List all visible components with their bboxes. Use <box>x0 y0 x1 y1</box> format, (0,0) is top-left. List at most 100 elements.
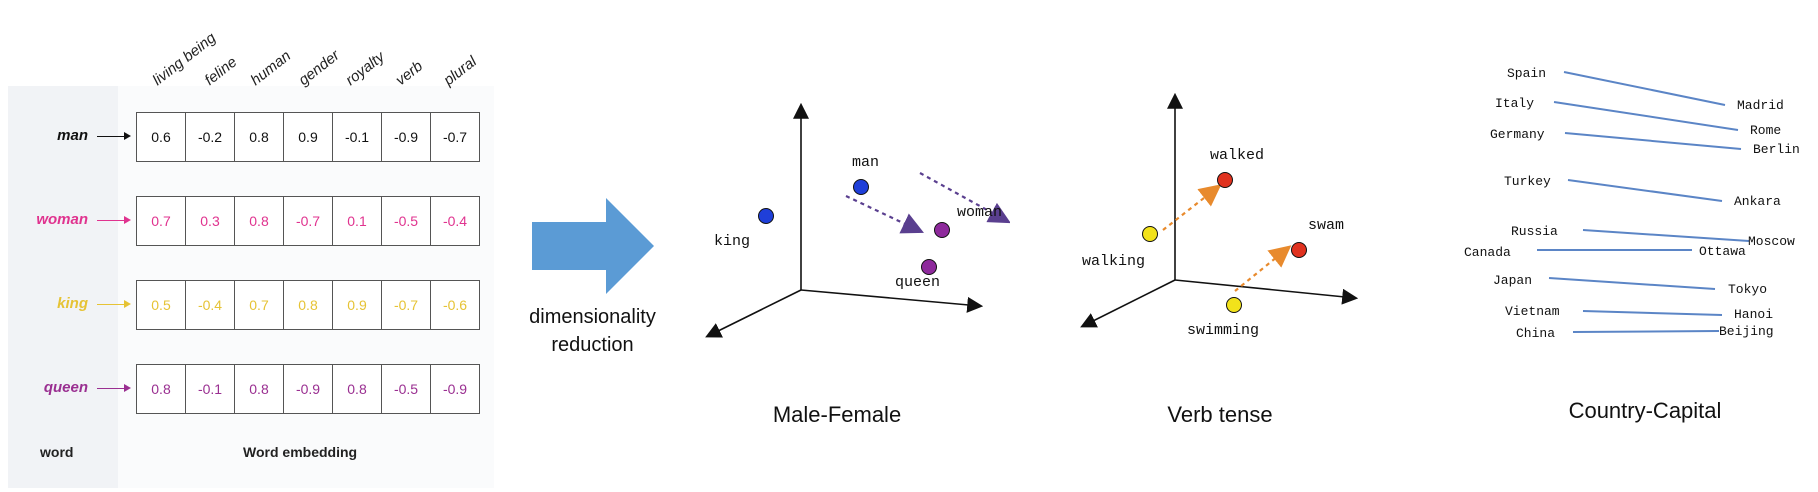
point-label-queen: queen <box>895 274 940 291</box>
point-label-woman: woman <box>957 204 1002 221</box>
verb-tense-plot: walking walked swimming swam <box>1080 92 1359 339</box>
male-female-plot: king man queen woman <box>705 102 1010 338</box>
embedding-cell: 0.8 <box>234 196 284 246</box>
embedding-cell: -0.5 <box>381 196 431 246</box>
z-axis <box>705 289 802 338</box>
x-axis <box>800 289 984 313</box>
pair-line <box>1582 229 1750 242</box>
word-column-label: word <box>40 444 74 460</box>
point-man <box>853 179 869 195</box>
country-label: Italy <box>1495 96 1534 111</box>
pair-vietnam: Vietnam Hanoi <box>1505 304 1773 322</box>
country-label: Vietnam <box>1505 304 1560 319</box>
capital-label: Hanoi <box>1734 307 1773 322</box>
relation-arrow <box>1162 184 1222 231</box>
point-label-walked: walked <box>1210 147 1264 164</box>
capital-label: Ankara <box>1734 194 1781 209</box>
embedding-cell: 0.7 <box>234 280 284 330</box>
point-king <box>758 208 774 224</box>
embedding-cell: 0.8 <box>234 364 284 414</box>
row-arrow <box>97 136 125 137</box>
point-queen <box>921 259 937 275</box>
embedding-cell: -0.2 <box>185 112 235 162</box>
pair-china: China Beijing <box>1516 324 1774 341</box>
row-arrow <box>97 220 125 221</box>
point-label-man: man <box>852 154 879 171</box>
embedding-cell: 0.9 <box>332 280 382 330</box>
pair-russia: Russia Moscow <box>1511 224 1795 249</box>
pair-germany: Germany Berlin <box>1490 127 1800 157</box>
pair-japan: Japan Tokyo <box>1493 273 1767 297</box>
point-label-king: king <box>714 233 750 250</box>
embedding-cell: 0.8 <box>332 364 382 414</box>
dimensionality-reduction-line2: reduction <box>551 334 634 356</box>
row-arrow <box>97 388 125 389</box>
country-label: China <box>1516 326 1555 341</box>
pair-spain: Spain Madrid <box>1507 66 1784 113</box>
embedding-cell: 0.5 <box>136 280 186 330</box>
pair-turkey: Turkey Ankara <box>1504 174 1781 209</box>
point-walked <box>1217 172 1233 188</box>
relation-arrow <box>1234 245 1292 292</box>
embedding-cell: 0.9 <box>283 112 333 162</box>
capital-label: Berlin <box>1753 142 1800 157</box>
country-label: Canada <box>1464 245 1511 260</box>
embedding-cell: 0.8 <box>283 280 333 330</box>
point-label-swam: swam <box>1308 217 1344 234</box>
point-label-walking: walking <box>1082 253 1145 270</box>
pair-line <box>1548 277 1716 290</box>
pair-line <box>1572 330 1720 333</box>
row-arrow-head <box>124 384 131 392</box>
capital-label: Tokyo <box>1728 282 1767 297</box>
x-axis <box>1174 279 1359 305</box>
row-arrow-head <box>124 132 131 140</box>
embedding-cell: 0.7 <box>136 196 186 246</box>
embedding-cell: -0.6 <box>430 280 480 330</box>
capital-label: Moscow <box>1748 234 1795 249</box>
word-label: king <box>57 295 88 312</box>
embedding-cell: -0.7 <box>430 112 480 162</box>
embedding-cell: 0.3 <box>185 196 235 246</box>
pair-line <box>1553 101 1739 131</box>
pair-italy: Italy Rome <box>1495 96 1781 138</box>
capital-label: Beijing <box>1719 324 1774 339</box>
big-right-arrow-icon <box>532 198 654 294</box>
country-label: Turkey <box>1504 174 1551 189</box>
verb-tense-caption: Verb tense <box>1167 402 1273 427</box>
capital-label: Ottawa <box>1699 244 1746 259</box>
pair-line <box>1582 310 1723 316</box>
word-label: woman <box>36 211 88 228</box>
row-arrow-head <box>124 216 131 224</box>
word-column-background <box>8 86 118 488</box>
point-swam <box>1291 242 1307 258</box>
point-label-swimming: swimming <box>1187 322 1259 339</box>
embedding-vector: 0.7 0.3 0.8 -0.7 0.1 -0.5 -0.4 <box>136 196 480 246</box>
pair-line <box>1564 132 1742 150</box>
embedding-cell: 0.6 <box>136 112 186 162</box>
embedding-cell: 0.8 <box>136 364 186 414</box>
embedding-cell: -0.1 <box>332 112 382 162</box>
word-label: queen <box>43 379 88 396</box>
embedding-cell: -0.9 <box>381 112 431 162</box>
embedding-cell: -0.9 <box>430 364 480 414</box>
capital-label: Rome <box>1750 123 1781 138</box>
embedding-cell: -0.5 <box>381 364 431 414</box>
embedding-cell: -0.9 <box>283 364 333 414</box>
embedding-vector: 0.5 -0.4 0.7 0.8 0.9 -0.7 -0.6 <box>136 280 480 330</box>
country-label: Germany <box>1490 127 1545 142</box>
pair-line <box>1567 179 1723 202</box>
axes <box>1080 92 1359 328</box>
embedding-cell: 0.8 <box>234 112 284 162</box>
male-female-caption: Male-Female <box>772 402 902 427</box>
embedding-label: Word embedding <box>243 444 358 460</box>
relation-arrow <box>919 172 1010 224</box>
dimensionality-reduction-line1: dimensionality <box>529 306 656 328</box>
embedding-cell: -0.4 <box>430 196 480 246</box>
point-woman <box>934 222 950 238</box>
capital-label: Madrid <box>1737 98 1784 113</box>
z-axis <box>1080 279 1176 328</box>
embedding-cell: -0.1 <box>185 364 235 414</box>
country-capital-plot: Spain Madrid Italy Rome Germany Berlin T… <box>1464 66 1800 341</box>
pair-line <box>1563 71 1726 106</box>
row-arrow-head <box>124 300 131 308</box>
